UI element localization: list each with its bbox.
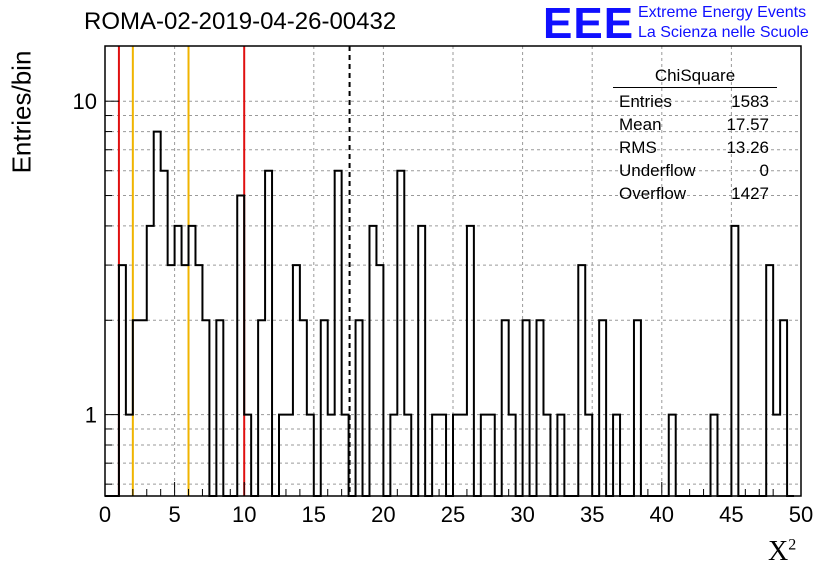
x-axis-label-main: X — [768, 536, 789, 567]
x-axis-label-sup: 2 — [788, 536, 797, 554]
stats-row: Underflow 0 — [613, 159, 777, 182]
stats-label: Entries — [619, 92, 672, 111]
stats-row: Mean 17.57 — [613, 113, 777, 136]
x-tick-label: 10 — [232, 502, 256, 527]
x-tick-label: 25 — [441, 502, 465, 527]
logo-line-1: Extreme Energy Events — [638, 4, 807, 21]
x-tick-label: 30 — [510, 502, 534, 527]
y-tick-label: 10 — [73, 89, 97, 114]
stats-value: 1427 — [731, 184, 769, 203]
x-tick-label: 50 — [789, 502, 813, 527]
stats-label: Mean — [619, 115, 662, 134]
y-axis-label: Entries/bin — [6, 50, 37, 174]
x-axis: 0 5 10 15 20 25 30 35 40 45 50 — [99, 482, 813, 527]
x-tick-label: 15 — [302, 502, 326, 527]
stats-value: 0 — [759, 161, 769, 180]
stats-value: 17.57 — [726, 115, 769, 134]
x-axis-label: X2 — [768, 536, 796, 568]
stats-value: 1583 — [731, 92, 769, 111]
x-tick-label: 5 — [168, 502, 180, 527]
x-tick-label: 40 — [650, 502, 674, 527]
x-tick-label: 45 — [719, 502, 743, 527]
eee-logo: EEE — [543, 0, 635, 48]
stats-title: ChiSquare — [613, 66, 777, 88]
y-axis: 1 10 — [73, 89, 119, 485]
stats-box: ChiSquare Entries 1583 Mean 17.57 RMS 13.26… — [613, 66, 777, 205]
x-tick-label: 0 — [99, 502, 111, 527]
x-tick-label: 35 — [580, 502, 604, 527]
stats-label: Overflow — [619, 184, 687, 203]
stats-row: Overflow 1427 — [613, 182, 777, 205]
stats-row: RMS 13.26 — [613, 136, 777, 159]
logo-line-2: La Scienza nelle Scuole — [638, 24, 809, 41]
stats-value: 13.26 — [726, 138, 769, 157]
y-tick-label: 1 — [85, 403, 97, 428]
chart-title: ROMA-02-2019-04-26-00432 — [84, 8, 397, 35]
x-tick-label: 20 — [371, 502, 395, 527]
stats-label: RMS — [619, 138, 657, 157]
stats-label: Underflow — [619, 161, 696, 180]
stats-row: Entries 1583 — [613, 90, 777, 113]
